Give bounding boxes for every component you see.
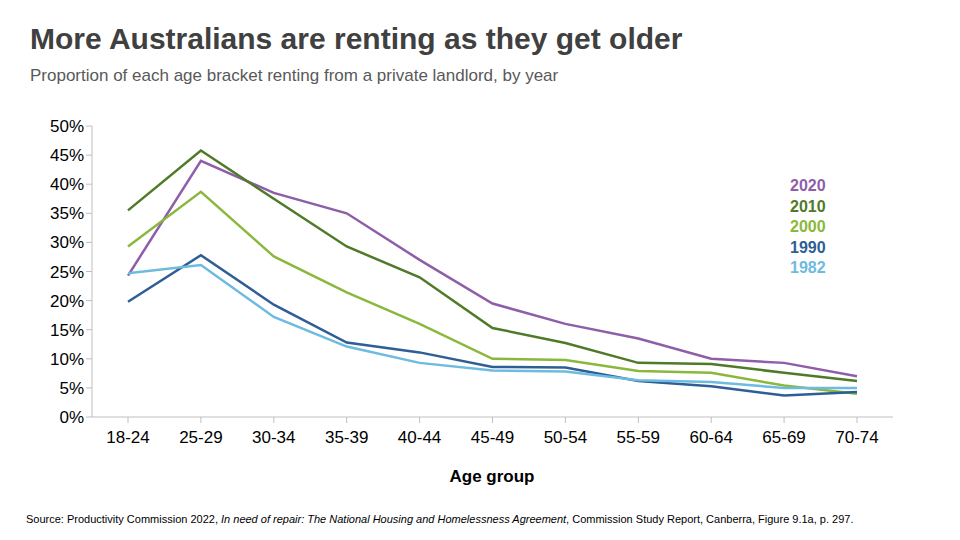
svg-text:50-54: 50-54 xyxy=(544,428,587,447)
html-text:2000: 2000 xyxy=(790,218,826,235)
svg-text:35-39: 35-39 xyxy=(325,428,368,447)
html-text:Proportion of each age bracket: Proportion of each age bracket renting f… xyxy=(30,66,559,85)
html-text:2010: 2010 xyxy=(790,197,826,215)
svg-text:18-24: 18-24 xyxy=(106,428,149,447)
html-text:1982: 1982 xyxy=(790,259,826,276)
svg-text:50%: 50% xyxy=(50,117,84,136)
svg-text:40-44: 40-44 xyxy=(398,428,441,447)
html-text:Source: Productivity Commissio: Source: Productivity Commission 2022, In… xyxy=(26,513,854,525)
svg-text:10%: 10% xyxy=(50,350,84,369)
html-text:2020: 2020 xyxy=(790,177,826,194)
svg-text:60-64: 60-64 xyxy=(689,428,732,447)
svg-text:35%: 35% xyxy=(50,204,84,223)
svg-text:30%: 30% xyxy=(50,233,84,252)
svg-text:55-59: 55-59 xyxy=(617,428,660,447)
svg-text:45%: 45% xyxy=(50,146,84,165)
svg-text:5%: 5% xyxy=(59,379,84,398)
svg-text:25%: 25% xyxy=(50,263,84,282)
html-text:More Australians are renting a: More Australians are renting as they get… xyxy=(30,22,683,55)
svg-text:70-74: 70-74 xyxy=(835,428,878,447)
svg-text:0%: 0% xyxy=(59,408,84,427)
svg-text:25-29: 25-29 xyxy=(179,428,222,447)
svg-text:30-34: 30-34 xyxy=(252,428,295,447)
svg-text:40%: 40% xyxy=(50,175,84,194)
html-text:Age group: Age group xyxy=(449,467,535,486)
svg-text:65-69: 65-69 xyxy=(762,428,805,447)
svg-text:20%: 20% xyxy=(50,292,84,311)
svg-text:15%: 15% xyxy=(50,321,84,340)
svg-text:45-49: 45-49 xyxy=(471,428,514,447)
html-text:1990: 1990 xyxy=(790,238,826,256)
